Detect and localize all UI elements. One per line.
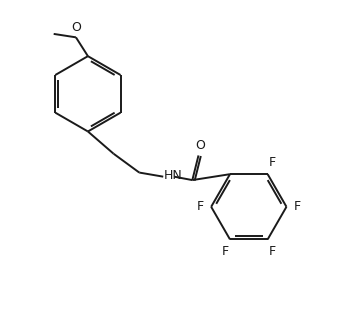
Text: O: O	[196, 139, 205, 152]
Text: HN: HN	[164, 170, 183, 182]
Text: F: F	[269, 245, 276, 258]
Text: O: O	[71, 21, 81, 34]
Text: F: F	[269, 156, 276, 169]
Text: F: F	[222, 245, 229, 258]
Text: F: F	[196, 200, 204, 213]
Text: F: F	[294, 200, 301, 213]
